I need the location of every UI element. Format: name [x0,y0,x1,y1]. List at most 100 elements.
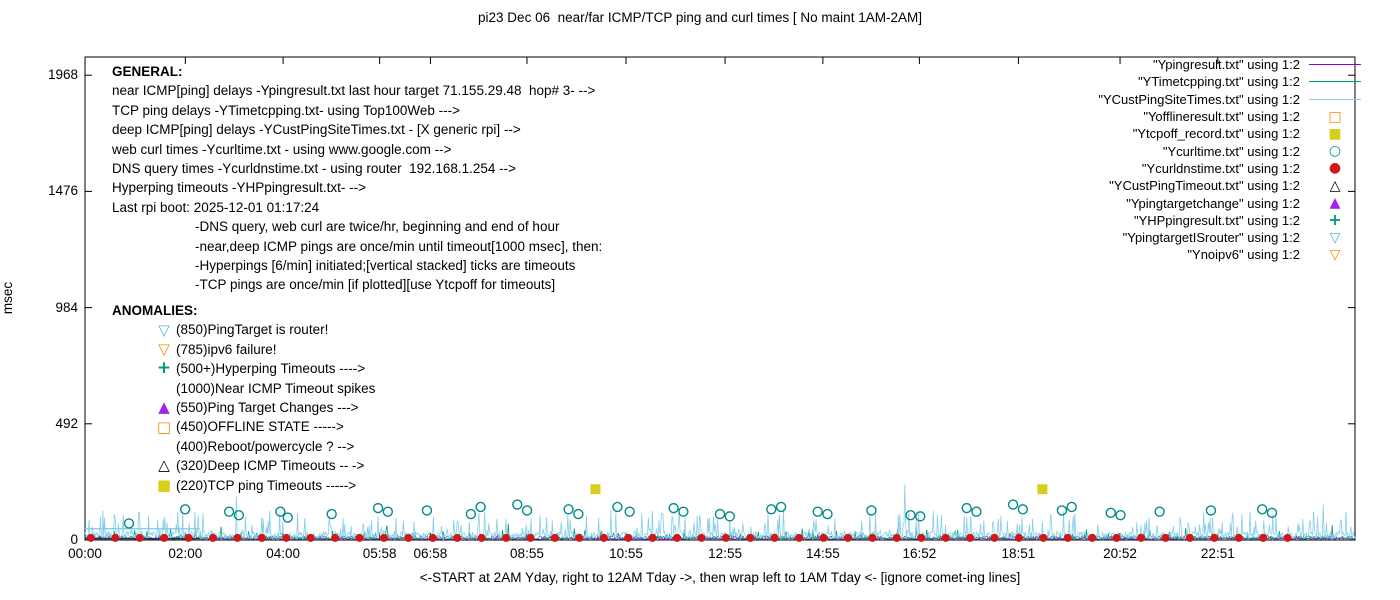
legend-label: "Ypingtargetchange" using 1:2 [1126,195,1300,211]
anomaly-plus-icon: + [156,358,172,379]
marker-Ycurltime.txt [282,512,293,523]
legend-row: "YCustPingTimeout.txt" using 1:2 △ [1098,177,1364,194]
marker-Ycurltime.txt [766,504,777,515]
marker-Ycurldnstime.txt [428,533,437,542]
chart-title: pi23 Dec 06 near/far ICMP/TCP ping and c… [478,10,922,25]
marker-Ycurldnstime.txt [1185,533,1194,542]
general-note: -near,deep ICMP pings are once/min until… [195,238,603,254]
anomaly-triangle-open-icon: △ [158,456,170,475]
legend-sample-line-icon [1306,81,1364,83]
marker-Ycurldnstime.txt [819,533,828,542]
marker-Ycurldnstime.txt [282,533,291,542]
marker-Ycurltime.txt [678,506,689,517]
marker-Ycurltime.txt [714,508,726,520]
marker-Ycurltime.txt [179,504,191,515]
general-line: TCP ping delays -YTimetcpping.txt- using… [112,102,461,118]
legend-row: "Ycurltime.txt" using 1:2 ○ [1098,142,1364,159]
legend-sample-triangle-open-icon: △ [1329,177,1341,194]
plot-frame [84,56,1356,541]
marker-Ycurldnstime.txt [184,533,193,542]
marker-Ycurldnstime.txt [208,533,217,542]
marker-Ycurltime.txt [223,506,235,517]
marker-Ycurldnstime.txt [355,533,364,542]
legend-label: "YHPpingresult.txt" using 1:2 [1133,212,1300,228]
legend-label: "YpingtargetISrouter" using 1:2 [1122,230,1300,246]
marker-Ycurltime.txt [372,502,384,514]
marker-Ycurltime.txt [915,511,926,522]
legend-sample-square-open-icon: □ [1328,108,1342,125]
general-heading: GENERAL: [112,64,183,79]
anomaly-label: (320)Deep ICMP Timeouts -- -> [176,458,365,474]
marker-Ycurltime.txt [905,510,916,521]
legend-label: "Ynoipv6" using 1:2 [1187,247,1300,263]
anomaly-rows: ▽ (850)PingTarget is router! ▽ (785)ipv6 fa… [112,320,375,495]
anomaly-label: (785)ipv6 failure! [176,341,277,357]
legend-row: "YHPpingresult.txt" using 1:2 + [1098,212,1364,229]
marker-Ycurldnstime.txt [892,533,901,542]
general-line: web curl times -Ycurltime.txt - using ww… [112,141,452,157]
legend-sample-square-filled-icon: ■ [1328,125,1342,142]
general-lines: near ICMP[ping] delays -Ypingresult.txt … [112,81,602,294]
marker-Ycurldnstime.txt [477,533,486,542]
general-note: -DNS query, web curl are twice/hr, begin… [195,219,560,235]
legend-row: "Ycurldnstime.txt" using 1:2 ● [1098,160,1364,177]
marker-Ycurldnstime.txt [1088,533,1097,542]
marker-Ycurltime.txt [326,508,337,520]
marker-Ycurltime.txt [1007,499,1019,510]
legend-label: "Ycurldnstime.txt" using 1:2 [1141,160,1300,176]
legend-label: "Ycurltime.txt" using 1:2 [1162,143,1300,159]
marker-Ycurldnstime.txt [575,533,584,542]
x-tick-label: 18:51 [1001,546,1036,561]
anomaly-square-open-icon: □ [156,417,172,436]
marker-Ycurldnstime.txt [1259,533,1268,542]
anomaly-label: (550)Ping Target Changes ---> [176,399,359,415]
marker-Ycurltime.txt [1066,501,1077,513]
marker-Ycurldnstime.txt [1014,533,1023,542]
marker-Ycurldnstime.txt [111,533,120,542]
marker-Ycurltime.txt [275,506,286,517]
marker-Ycurltime.txt [866,505,877,516]
x-tick-label: 22:51 [1200,546,1235,561]
marker-Ycurltime.txt [1205,505,1217,516]
general-note: -Hyperpings [6/min] initiated;[vertical … [195,258,576,274]
legend-row: "YpingtargetISrouter" using 1:2 ▽ [1098,229,1364,246]
legend-sample-triangle-filled-icon: ▲ [1329,195,1341,212]
legend-row: "Yofflineresult.txt" using 1:2 □ [1098,108,1364,125]
anomaly-row: (400)Reboot/powercycle ? --> [112,437,375,456]
marker-Ytcpoff_record.txt [1037,484,1048,495]
marker-Ycurltime.txt [465,508,477,520]
anomaly-row: ▲ (550)Ping Target Changes ---> [112,398,375,417]
x-axis-label: <-START at 2AM Yday, right to 12AM Tday … [419,570,1021,585]
marker-Ycurldnstime.txt [673,533,682,542]
general-line: deep ICMP[ping] delays -YCustPingSiteTim… [112,122,521,138]
legend-label: "YCustPingTimeout.txt" using 1:2 [1109,178,1300,194]
marker-Ycurldnstime.txt [917,533,926,542]
anomaly-label: (450)OFFLINE STATE -----> [176,419,344,435]
marker-Ycurltime.txt [668,502,679,514]
marker-Ycurltime.txt [612,501,623,513]
marker-Ycurltime.txt [1056,505,1068,516]
marker-Ycurldnstime.txt [1112,533,1121,542]
x-tick-label: 16:52 [902,546,937,561]
legend-row: "Ypingtargetchange" using 1:2 ▲ [1098,194,1364,211]
marker-Ycurltime.txt [1115,510,1126,521]
x-tick-label: 14:55 [805,546,840,561]
series-line-YCustPingSiteTimes.txt [84,484,1356,541]
marker-Ycurldnstime.txt [526,533,535,542]
marker-Ycurldnstime.txt [990,533,999,542]
legend-sample-circle-open-icon: ○ [1328,143,1342,160]
x-tick-label: 02:00 [168,546,203,561]
anomaly-row: ▽ (785)ipv6 failure! [112,340,375,359]
y-tick-label: 492 [55,415,78,431]
marker-Ycurltime.txt [475,501,486,513]
x-tick-label: 08:55 [510,546,544,561]
x-tick-label: 10:55 [609,546,643,561]
marker-Ycurltime.txt [775,501,787,513]
marker-Ycurldnstime.txt [624,533,633,542]
marker-Ycurldnstime.txt [599,533,608,542]
marker-Ycurldnstime.txt [721,533,730,542]
marker-Ycurltime.txt [1105,507,1116,519]
marker-Ycurltime.txt [233,510,245,521]
marker-Ycurltime.txt [1266,507,1278,519]
